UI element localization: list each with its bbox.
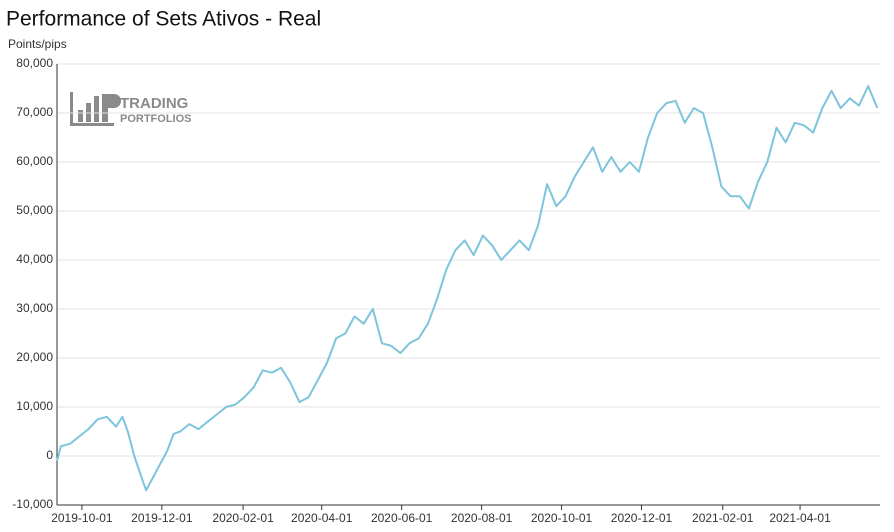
watermark: TRADING PORTFOLIOS xyxy=(70,92,192,126)
x-tick-label: 2020-08-01 xyxy=(451,511,513,525)
logo-bar xyxy=(70,123,114,126)
y-tick-label: 20,000 xyxy=(16,350,53,364)
x-tick-label: 2020-10-01 xyxy=(531,511,593,525)
watermark-text: PORTFOLIOS xyxy=(120,113,192,125)
x-tick-label: 2020-04-01 xyxy=(291,511,353,525)
y-tick-label: 50,000 xyxy=(16,203,53,217)
chart-title: Performance of Sets Ativos - Real xyxy=(6,8,321,31)
y-tick-label: 10,000 xyxy=(16,399,53,413)
logo-bar xyxy=(78,110,83,122)
logo-bar xyxy=(94,96,99,122)
watermark-text: TRADING xyxy=(120,95,188,112)
y-tick-label: -10,000 xyxy=(12,497,53,511)
y-axis-label: Points/pips xyxy=(8,37,67,51)
x-tick-label: 2019-12-01 xyxy=(131,511,193,525)
x-tick-label: 2020-02-01 xyxy=(212,511,274,525)
y-tick-label: 0 xyxy=(46,448,53,462)
logo-bar xyxy=(70,92,73,126)
y-tick-label: 30,000 xyxy=(16,301,53,315)
x-tick-label: 2020-12-01 xyxy=(611,511,673,525)
y-tick-label: 70,000 xyxy=(16,105,53,119)
x-tick-label: 2021-04-01 xyxy=(769,511,831,525)
x-tick-label: 2019-10-01 xyxy=(51,511,113,525)
line-series xyxy=(56,85,879,492)
y-tick-label: 40,000 xyxy=(16,252,53,266)
x-tick-label: 2020-06-01 xyxy=(371,511,433,525)
y-tick-label: 60,000 xyxy=(16,154,53,168)
x-tick-label: 2021-02-01 xyxy=(692,511,754,525)
logo-p xyxy=(102,94,121,122)
y-tick-label: 80,000 xyxy=(16,56,53,70)
